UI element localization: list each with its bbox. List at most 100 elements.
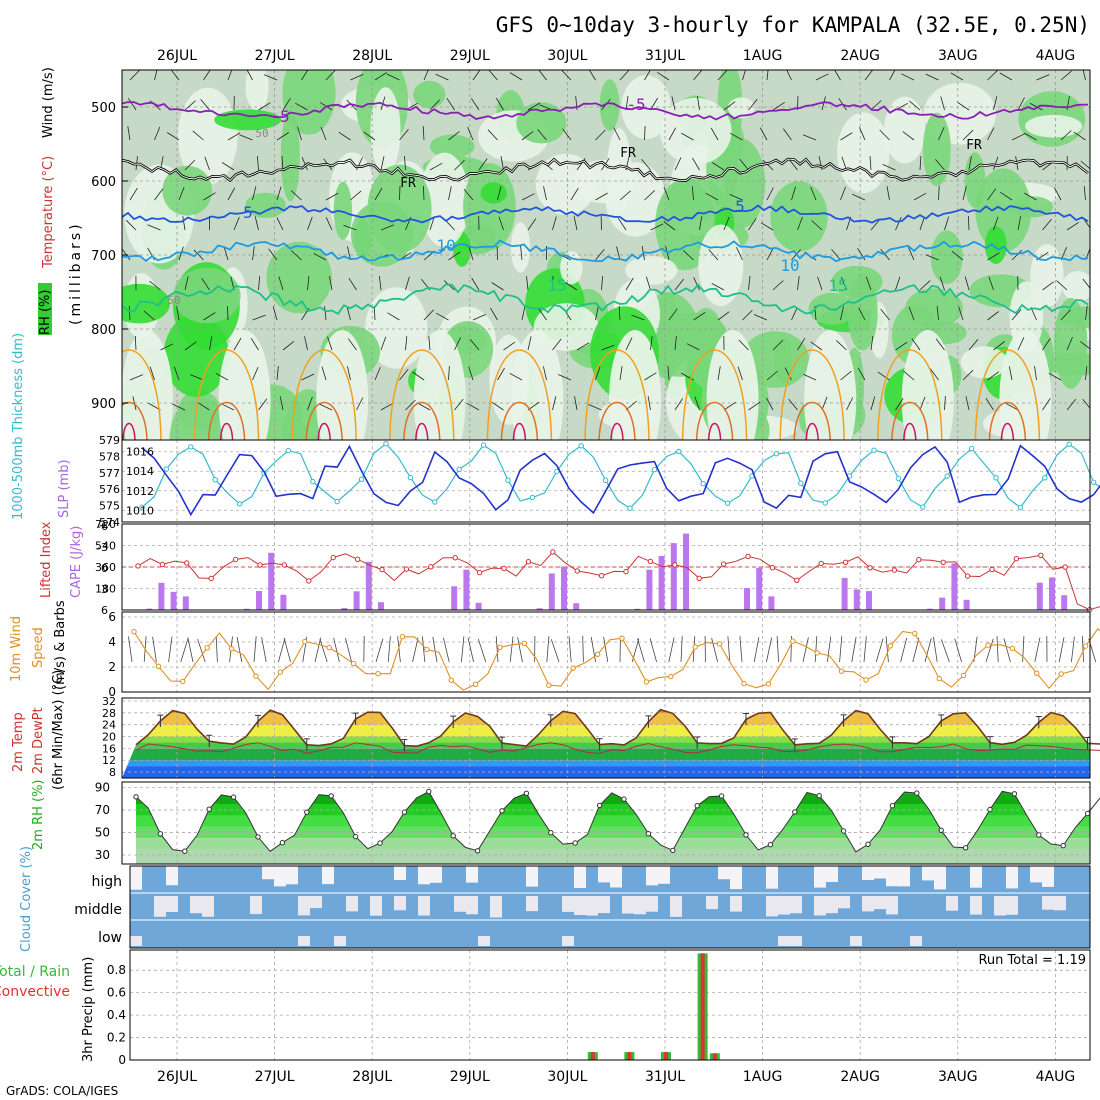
wind-barb <box>595 129 606 141</box>
lifted-index-line-marker <box>818 560 824 567</box>
cape-bar <box>256 591 262 610</box>
rh-plume <box>218 330 271 440</box>
wind-barb <box>810 341 823 351</box>
wind-barb <box>143 310 155 321</box>
temp-lines <box>135 708 1100 754</box>
wind-barb <box>176 306 180 321</box>
wind-speed-line-marker <box>643 679 650 685</box>
pressure-tick-label: 900 <box>91 397 116 412</box>
wind-barb <box>711 283 725 291</box>
wind-barb <box>760 222 774 231</box>
rh-line-marker <box>596 802 603 809</box>
rh-2m-ticks: 30 50 70 90 <box>95 781 110 862</box>
chart-title: GFS 0~10day 3-hourly for KAMPALA (32.5E,… <box>496 13 1090 37</box>
cloud-high-gap <box>862 866 874 880</box>
isotherm-plus30 <box>707 422 722 440</box>
wind-barb <box>988 276 994 291</box>
wind-barb <box>258 276 261 291</box>
wind-barb <box>227 70 233 81</box>
wind-barb <box>864 70 874 81</box>
cloud-high-gap <box>166 866 178 886</box>
lifted-index-line-marker <box>330 554 336 561</box>
wind-speed-line-marker <box>1009 645 1016 652</box>
temp-label-3: (6hr Min/Max) (°C) <box>51 670 66 790</box>
wind-barb <box>857 367 866 381</box>
lifted-index-line-marker <box>232 556 239 563</box>
cloud-middle-gap <box>622 896 634 914</box>
wind-barb <box>347 338 357 351</box>
wind-barb <box>570 187 579 201</box>
wind-barb <box>527 336 532 351</box>
wind-barb <box>840 370 852 381</box>
lifted-index-line-marker <box>1062 564 1068 570</box>
wind-barb <box>448 186 452 201</box>
cloud-middle-gap <box>574 896 586 915</box>
rh-blob <box>370 87 401 174</box>
wind-barb <box>717 366 721 381</box>
rh-2m-label: 2m RH (%) <box>31 779 46 850</box>
cloud-middle-gap <box>778 896 790 915</box>
isotherm-plus25 <box>793 401 831 440</box>
wind-barb <box>129 374 144 381</box>
surface-barb <box>1022 636 1025 663</box>
slp-tick: 1010 <box>126 504 154 517</box>
wind-barb <box>200 98 210 111</box>
wind-barb <box>343 224 357 231</box>
surface-barb <box>345 637 352 663</box>
isotherm-plus10 <box>122 239 1089 263</box>
wind-barb <box>858 307 866 321</box>
wind-barb <box>1082 398 1090 409</box>
rh-blob <box>1058 306 1090 328</box>
surface-barb <box>912 637 920 663</box>
wind-speed-line-marker <box>1082 643 1089 649</box>
lifted-index-line-marker <box>501 565 507 572</box>
cloud-high-gap <box>130 866 142 890</box>
wind-barb <box>1083 218 1090 229</box>
lifted-index-line-marker <box>428 564 434 570</box>
temp-band <box>122 736 1090 743</box>
thickness-line-marker <box>651 466 658 473</box>
surface-barb <box>387 636 391 663</box>
wind-speed-line-marker <box>594 651 601 657</box>
cloud-level-middle: middle <box>74 902 122 918</box>
wind-barb <box>595 366 601 381</box>
cloud-low-gap <box>790 936 802 946</box>
lifted-index-line-marker <box>306 578 312 584</box>
wind-barb <box>987 311 999 321</box>
cloud-high-gap <box>1030 866 1042 883</box>
cloud-middle-gap <box>526 896 538 912</box>
wind-barb <box>192 130 204 141</box>
isotherms <box>122 101 1089 440</box>
wind-barb <box>405 336 408 351</box>
wind-barb <box>325 217 333 231</box>
wind-barb <box>711 162 725 171</box>
wind-barb <box>663 186 670 201</box>
rh-band <box>136 838 1090 850</box>
wind-barb <box>766 247 774 261</box>
wind-barb <box>521 131 534 141</box>
wind-barb <box>710 127 719 141</box>
wind-speed-line-marker <box>887 643 894 649</box>
wind-barb <box>429 162 443 171</box>
rh-line-marker <box>840 828 847 834</box>
isotherm-plus25 <box>403 401 441 440</box>
cloud-middle-gap <box>454 896 466 912</box>
rh-blob <box>453 231 471 267</box>
wind-barb <box>1066 336 1073 351</box>
wind-barb <box>469 338 480 351</box>
surface-barb <box>802 637 809 663</box>
surface-barb <box>283 638 291 663</box>
bottom-date-label: 28JUL <box>352 1069 392 1085</box>
wind-barb <box>803 373 817 381</box>
surface-barb <box>319 638 328 663</box>
wind-barb <box>730 132 743 141</box>
wind-barb <box>252 314 266 321</box>
cloud-middle-gap <box>394 896 406 911</box>
wind-barb <box>939 276 945 291</box>
wind-barb <box>263 74 278 81</box>
wind-barb <box>387 312 400 321</box>
isotherm-plus20 <box>877 349 943 440</box>
wind-barb <box>182 216 186 231</box>
wind-barb <box>282 97 291 111</box>
thickness-line-marker <box>798 480 804 486</box>
